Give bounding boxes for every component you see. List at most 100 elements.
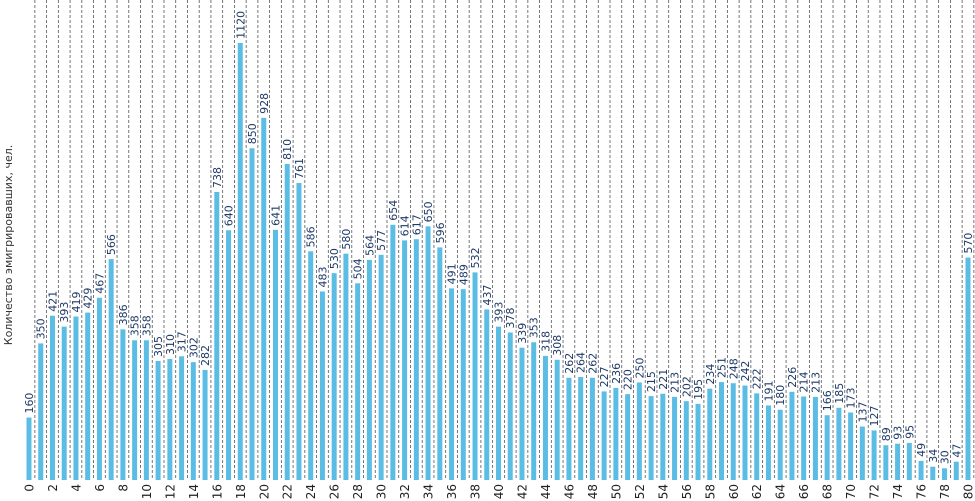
value-label: 160 [23,393,36,414]
x-tick-label: 74 [891,484,905,499]
x-tick-label: 14 [187,484,201,499]
bar [425,226,431,480]
bar [284,163,290,480]
bar [812,396,818,480]
bar [49,315,55,480]
value-label: 421 [46,291,59,312]
bar [460,289,466,480]
x-tick-label: 28 [351,484,365,499]
x-tick-label: 20 [257,484,271,499]
value-label: 305 [152,336,165,357]
value-label: 614 [399,215,412,236]
bar [143,340,149,480]
bar [132,340,138,480]
value-label: 532 [469,247,482,268]
x-tick-label: 42 [515,484,529,499]
bar [848,412,854,480]
value-label: 596 [434,222,447,243]
x-tick-label: 24 [304,484,318,499]
value-label: 202 [680,376,693,397]
bar [859,426,865,480]
value-label: 530 [328,248,341,269]
value-label: 928 [258,93,271,114]
value-label: 95 [903,425,916,439]
bar [742,385,748,480]
value-label: 617 [410,214,423,235]
bar [202,369,208,480]
bar [343,253,349,480]
value-label: 308 [551,335,564,356]
bar [566,377,572,480]
value-label: 214 [798,371,811,392]
value-label: 242 [739,361,752,382]
bar [366,259,372,480]
value-label: 180 [774,385,787,406]
value-label: 251 [716,357,729,378]
x-tick-label: 64 [774,484,788,499]
bar [519,347,525,480]
bar [942,468,948,480]
x-tick-label: 68 [821,484,835,499]
value-label: 654 [387,200,400,221]
value-label: 1120 [234,11,247,39]
x-tick-label: 32 [398,484,412,499]
value-label: 166 [821,390,834,411]
x-tick-label: 36 [445,484,459,499]
bar [965,257,971,480]
bar [108,259,114,480]
bar [308,251,314,480]
bar [648,396,654,480]
x-tick-label: 66 [797,484,811,499]
value-label: 850 [246,123,259,144]
bar [636,382,642,480]
bar [578,376,584,480]
x-tick-label: 10 [140,484,154,499]
value-label: 393 [58,302,71,323]
x-tick-label: 60 [727,484,741,499]
bar [507,332,513,480]
bar [871,430,877,480]
x-tick-label: 6 [93,484,107,492]
bar [953,461,959,480]
x-tick-label: 12 [163,484,177,499]
x-tick-label: 18 [234,484,248,499]
value-label: 89 [880,427,893,441]
value-label: 437 [481,284,494,305]
x-tick-label: 48 [586,484,600,499]
bar [801,396,807,480]
x-tick-label: 46 [562,484,576,499]
bar [589,377,595,480]
x-tick-label: 62 [750,484,764,499]
value-label: 489 [457,264,470,285]
value-label: 491 [446,263,459,284]
bar [895,443,901,480]
bar [437,247,443,480]
value-label: 339 [516,323,529,344]
y-axis-label: Количество эмигрировавших, чел. [2,145,15,345]
bar [660,393,666,480]
value-label: 93 [892,426,905,440]
bar [695,403,701,480]
value-label: 310 [164,334,177,355]
value-label: 318 [539,331,552,352]
bar [930,466,936,480]
value-label: 640 [223,205,236,226]
bar [413,239,419,480]
value-label: 504 [352,258,365,279]
bar [249,148,255,481]
value-label: 220 [622,369,635,390]
bar [73,316,79,480]
bar [754,393,760,480]
bar [554,359,560,480]
bar [707,388,713,480]
value-label: 393 [493,302,506,323]
bar [719,382,725,480]
bar [120,329,126,480]
bar [625,394,631,480]
value-label: 262 [563,353,576,374]
bar [378,254,384,480]
value-label: 127 [868,405,881,426]
value-label: 580 [340,229,353,250]
bar [730,383,736,480]
value-label: 221 [657,369,670,390]
